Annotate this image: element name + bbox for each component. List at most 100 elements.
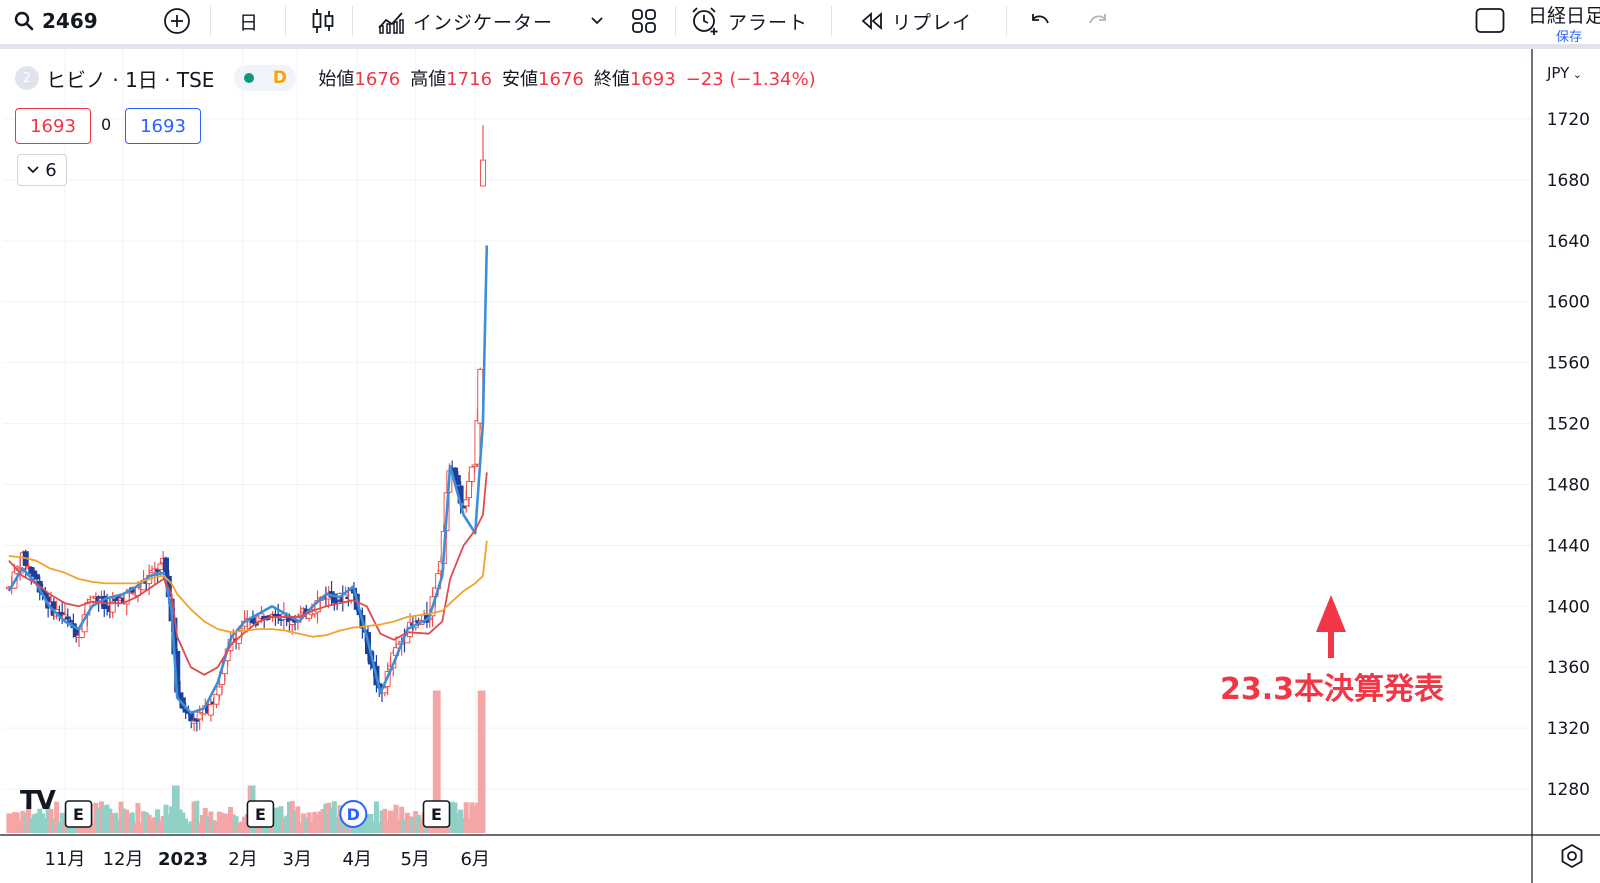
symbol-search-button[interactable]: 2469 xyxy=(14,6,98,36)
chart-area[interactable]: 1720 1680 1640 1600 1560 1520 1480 1440 1400 1360… xyxy=(0,49,1600,883)
earnings-annotation: 23.3本決算発表 xyxy=(1220,672,1445,707)
replay-button[interactable]: リプレイ xyxy=(860,6,972,36)
symbol-title[interactable]: ヒビノ · 1日 · TSE xyxy=(46,67,215,92)
volume-bar xyxy=(345,823,351,833)
square-icon xyxy=(1475,8,1505,33)
volume-bar xyxy=(56,821,62,833)
time-tick-label: 5月 xyxy=(400,849,429,870)
market-status-pill[interactable]: D xyxy=(234,65,297,91)
candle-up xyxy=(109,600,116,613)
alert-button[interactable]: アラート xyxy=(690,6,808,36)
price-tick-label: 1320 xyxy=(1547,719,1590,739)
toolbar-divider xyxy=(675,6,676,36)
volume-bar xyxy=(458,809,464,833)
volume-bar xyxy=(188,821,194,833)
volume-bar xyxy=(413,811,419,833)
candle-up xyxy=(207,704,214,716)
price-axis[interactable]: 1720 1680 1640 1600 1560 1520 1480 1440 1400 1360… xyxy=(0,49,1600,883)
toolbar-divider xyxy=(210,6,211,36)
volume-bar xyxy=(309,821,315,833)
interval-button[interactable]: 日 xyxy=(239,6,258,36)
indicators-label: インジケーター xyxy=(413,11,554,34)
volume-bar xyxy=(300,813,306,833)
volume-bar xyxy=(124,809,130,833)
volume-bar xyxy=(410,817,416,833)
volume-bar xyxy=(219,812,225,833)
indicators-button[interactable]: インジケーター xyxy=(377,6,553,36)
volume-bar xyxy=(160,815,166,833)
candle-up xyxy=(471,464,478,467)
top-toolbar: 2469 日 インジケーター アラート リプレイ 日経日足 保存 xyxy=(0,0,1600,45)
alert-label: アラート xyxy=(728,11,809,34)
currency-selector[interactable]: JPY ⌄ xyxy=(1547,64,1582,82)
tradingview-logo[interactable]: TV xyxy=(20,786,56,816)
volume-bar xyxy=(323,803,329,833)
candle-up xyxy=(466,481,473,499)
volume-bar xyxy=(191,801,197,833)
earnings-marker xyxy=(64,800,93,828)
moving-average-line xyxy=(8,472,488,676)
volume-bar xyxy=(180,812,186,833)
chart-legend: 2 ヒビノ · 1日 · TSE D 始値1676 高値1716 安値1676 終値1… xyxy=(15,63,826,93)
alarm-clock-icon xyxy=(692,7,718,35)
volume-bar xyxy=(239,821,245,833)
earnings-marker-label: E xyxy=(255,805,266,824)
volume-bar xyxy=(20,810,26,833)
volume-bar xyxy=(295,806,301,833)
volume-bar xyxy=(312,811,318,833)
volume-bar xyxy=(174,785,180,833)
buy-price-button[interactable]: 1693 xyxy=(125,108,201,144)
candle-down xyxy=(64,616,71,620)
volume-bar xyxy=(303,817,309,833)
volume-bar xyxy=(452,802,458,833)
volume-bar xyxy=(371,821,377,833)
volume-bar xyxy=(51,818,57,833)
earnings-arrow xyxy=(1316,595,1346,658)
settings-button[interactable] xyxy=(1559,843,1585,873)
chevron-down-icon: ⌄ xyxy=(1569,68,1583,81)
save-button[interactable]: 保存 xyxy=(1556,30,1583,45)
price-tick-label: 1280 xyxy=(1547,780,1590,800)
volume-bar xyxy=(115,819,121,833)
undo-button[interactable] xyxy=(1027,6,1051,36)
layout-name[interactable]: 日経日足 xyxy=(1528,5,1600,27)
undo-icon xyxy=(1032,14,1049,24)
volume-bar xyxy=(472,805,478,833)
volume-bar xyxy=(435,690,441,833)
layout-button[interactable] xyxy=(631,6,657,36)
candle-up xyxy=(474,420,481,465)
volume-bar xyxy=(98,801,104,833)
chevron-down-icon xyxy=(591,17,603,25)
sell-price-button[interactable]: 1693 xyxy=(15,108,91,144)
volume-bar xyxy=(104,804,110,833)
volume-bar xyxy=(382,808,388,833)
indicators-collapse-toggle[interactable]: 6 xyxy=(17,154,67,186)
fullscreen-button[interactable] xyxy=(1475,6,1505,36)
volume-bar xyxy=(183,818,189,833)
time-tick-label: 11月 xyxy=(45,849,86,870)
compare-add-button[interactable] xyxy=(163,6,191,36)
toolbar-divider xyxy=(285,6,286,36)
volume-bar xyxy=(298,822,304,833)
price-tick-label: 1640 xyxy=(1547,232,1590,252)
earnings-marker xyxy=(246,800,275,828)
toolbar-divider xyxy=(831,6,832,36)
volume-bar xyxy=(31,814,37,833)
volume-bar xyxy=(368,814,374,833)
volume-bar xyxy=(169,806,175,833)
volume-bar xyxy=(317,811,323,833)
volume-bar xyxy=(143,812,149,833)
volume-bar xyxy=(376,822,382,833)
indicator-templates-dropdown[interactable] xyxy=(590,6,604,36)
volume-bar xyxy=(112,812,118,833)
candle-down xyxy=(275,614,282,617)
price-tick-label: 1480 xyxy=(1547,475,1590,495)
candle-down xyxy=(104,605,111,609)
candle-down xyxy=(154,569,161,572)
price-chart[interactable]: 1720 1680 1640 1600 1560 1520 1480 1440 1400 1360… xyxy=(0,49,1600,883)
redo-button[interactable] xyxy=(1087,6,1111,36)
open-value: 1676 xyxy=(354,69,401,90)
indicator-count: 6 xyxy=(45,159,57,181)
volume-bar xyxy=(331,801,337,833)
chart-type-button[interactable] xyxy=(311,6,335,36)
